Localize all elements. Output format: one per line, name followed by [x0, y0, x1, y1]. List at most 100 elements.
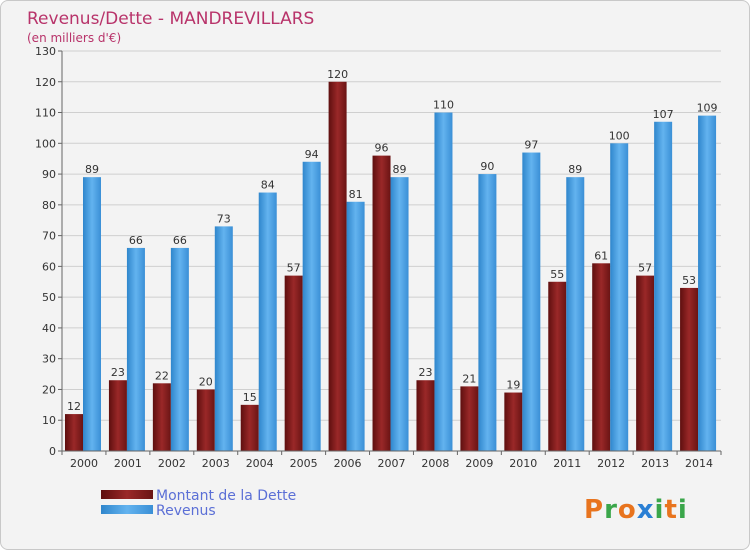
bar-revenus-2014	[698, 115, 717, 451]
y-tick-label-40: 40	[42, 322, 56, 335]
y-tick-label-110: 110	[35, 107, 56, 120]
data-label-revenus-2009: 90	[480, 160, 494, 173]
chart-title: Revenus/Dette - MANDREVILLARS	[27, 9, 314, 29]
y-tick-label-80: 80	[42, 199, 56, 212]
bar-revenus-2000	[83, 177, 101, 451]
data-label-revenus-2000: 89	[85, 163, 99, 176]
x-axis: 2000 2001 2002 2003 2004 2005 2006 2007 2008 2009…	[61, 450, 722, 470]
y-axis: 0 10 20 30 40 50 60 70 80 90 100 110 120 130	[35, 45, 63, 458]
proxiti-letter: t	[664, 495, 677, 525]
legend: Montant de la Dette Revenus	[101, 488, 296, 519]
bar-revenus-2007	[390, 177, 409, 451]
data-label-debt-2001: 23	[111, 366, 125, 379]
bar-debt-2011	[548, 281, 567, 451]
data-label-revenus-2002: 66	[173, 234, 187, 247]
bar-debt-2006	[328, 81, 347, 452]
data-label-revenus-2006: 81	[349, 188, 363, 201]
bar-revenus-2011	[566, 177, 585, 451]
legend-swatch-debt	[101, 490, 153, 499]
bar-revenus-2003	[214, 226, 233, 451]
bar-revenus-2009	[478, 174, 497, 452]
data-label-debt-2003: 20	[199, 375, 213, 388]
bar-revenus-2012	[610, 143, 629, 452]
data-label-debt-2006: 120	[327, 68, 348, 81]
data-label-revenus-2010: 97	[524, 139, 538, 152]
y-tick-label-50: 50	[42, 291, 56, 304]
data-label-revenus-2011: 89	[568, 163, 582, 176]
bar-revenus-2002	[170, 247, 189, 451]
y-tick-label-130: 130	[35, 45, 56, 58]
bar-revenus-2013	[654, 121, 673, 452]
data-label-debt-2009: 21	[462, 372, 476, 385]
bar-revenus-2006	[346, 201, 365, 451]
data-label-debt-2004: 15	[243, 391, 257, 404]
data-label-revenus-2008: 110	[433, 99, 454, 112]
proxiti-letter: o	[618, 495, 637, 525]
data-label-debt-2002: 22	[155, 369, 169, 382]
bar-debt-2008	[416, 380, 435, 451]
bar-debt-2007	[372, 155, 391, 451]
data-label-revenus-2003: 73	[217, 212, 231, 225]
y-tick-label-100: 100	[35, 137, 56, 150]
y-tick-label-20: 20	[42, 383, 56, 396]
y-tick-label-120: 120	[35, 76, 56, 89]
bar-debt-2004	[240, 404, 259, 451]
data-label-revenus-2005: 94	[305, 148, 319, 161]
bar-revenus-2004	[258, 192, 277, 452]
x-tick-label-2007: 2007	[378, 457, 406, 470]
bar-debt-2013	[636, 275, 655, 451]
x-tick-label-2000: 2000	[70, 457, 98, 470]
data-label-debt-2013: 57	[638, 262, 652, 275]
y-tick-label-0: 0	[49, 445, 56, 458]
data-label-revenus-2012: 100	[609, 129, 630, 142]
x-tick-label-2006: 2006	[334, 457, 362, 470]
bar-debt-2000	[65, 414, 83, 451]
legend-swatch-revenus	[101, 505, 153, 514]
legend-label-revenus: Revenus	[156, 503, 216, 519]
bar-debt-2001	[108, 380, 127, 451]
data-label-debt-2010: 19	[506, 379, 520, 392]
proxiti-logo: Proxiti	[584, 495, 688, 525]
proxiti-letter: i	[655, 495, 665, 525]
proxiti-letter: x	[637, 495, 655, 525]
data-label-debt-2005: 57	[287, 262, 301, 275]
x-tick-label-2008: 2008	[421, 457, 449, 470]
bar-revenus-2008	[434, 112, 453, 452]
proxiti-wordmark: Proxiti	[584, 495, 688, 525]
y-tick-label-60: 60	[42, 260, 56, 273]
y-tick-label-30: 30	[42, 353, 56, 366]
x-tick-label-2004: 2004	[246, 457, 274, 470]
bar-debt-2010	[504, 392, 523, 451]
data-labels: 12 89 23 66 22 66 20 73 15 84 57 94 120 81 96 89 23 110 21…	[67, 68, 718, 413]
data-label-debt-2012: 61	[594, 249, 608, 262]
x-tick-label-2010: 2010	[509, 457, 537, 470]
data-label-debt-2008: 23	[418, 366, 432, 379]
x-tick-label-2012: 2012	[597, 457, 625, 470]
bar-debt-2003	[196, 389, 215, 451]
bar-revenus-2010	[522, 152, 541, 452]
legend-label-debt: Montant de la Dette	[156, 488, 296, 504]
data-label-revenus-2014: 109	[697, 102, 718, 115]
x-tick-label-2009: 2009	[465, 457, 493, 470]
data-label-debt-2014: 53	[682, 274, 696, 287]
data-label-revenus-2013: 107	[653, 108, 674, 121]
y-tick-label-10: 10	[42, 414, 56, 427]
bar-debt-2014	[680, 287, 699, 451]
x-tick-label-2014: 2014	[685, 457, 713, 470]
chart-subtitle: (en milliers d'€)	[27, 31, 121, 45]
bar-debt-2005	[284, 275, 303, 451]
bar-revenus-2005	[302, 161, 321, 451]
x-tick-label-2013: 2013	[641, 457, 669, 470]
data-label-revenus-2007: 89	[393, 163, 407, 176]
x-tick-label-2005: 2005	[290, 457, 318, 470]
bars	[65, 81, 717, 452]
x-tick-label-2001: 2001	[114, 457, 142, 470]
x-tick-label-2011: 2011	[553, 457, 581, 470]
x-tick-label-2002: 2002	[158, 457, 186, 470]
data-label-revenus-2004: 84	[261, 179, 275, 192]
proxiti-letter: P	[584, 495, 604, 525]
data-label-debt-2011: 55	[550, 268, 564, 281]
data-label-revenus-2001: 66	[129, 234, 143, 247]
